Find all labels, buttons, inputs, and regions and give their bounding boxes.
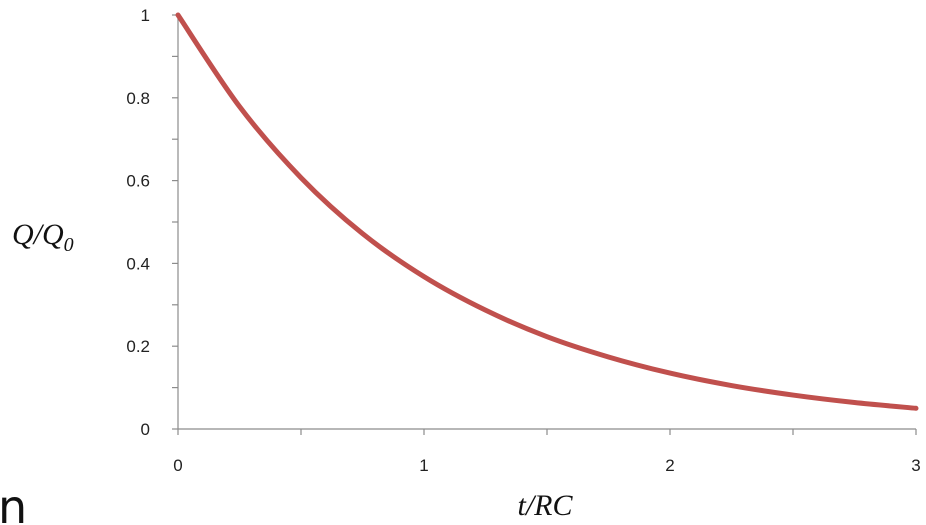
x-tick-label: 1 <box>419 456 428 475</box>
y-axis-ticks: 0 0.2 0.4 0.6 0.8 1 <box>126 6 178 439</box>
y-tick-label: 0.6 <box>126 172 150 191</box>
x-tick-label: 3 <box>911 456 920 475</box>
y-tick-label: 1 <box>141 6 150 25</box>
y-tick-label: 0.4 <box>126 254 150 273</box>
x-tick-label: 0 <box>173 456 182 475</box>
y-axis-title: Q/Q0 <box>12 218 74 256</box>
x-axis-title: t/RC <box>517 489 573 522</box>
x-tick-label: 2 <box>665 456 674 475</box>
y-tick-label: 0.8 <box>126 89 150 108</box>
y-tick-label: 0.2 <box>126 337 150 356</box>
axes <box>177 15 916 430</box>
y-tick-label: 0 <box>141 420 150 439</box>
series-line-0 <box>175 12 919 411</box>
series-layer <box>175 12 919 411</box>
cropped-text-fragment: n <box>0 480 27 525</box>
x-axis-ticks: 0 1 2 3 <box>173 429 921 475</box>
